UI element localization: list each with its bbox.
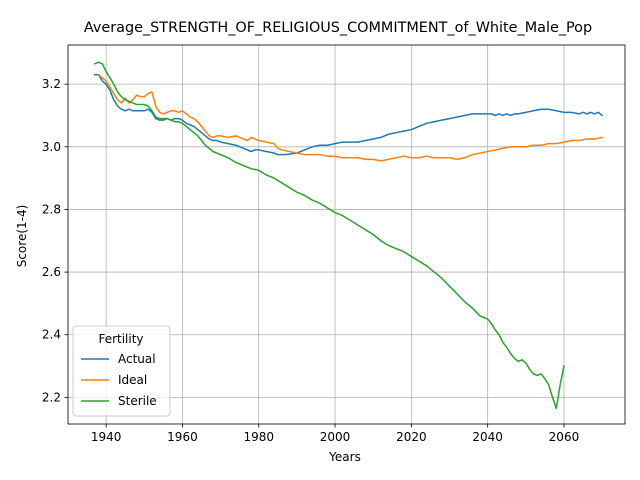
x-tick-label: 1980 — [243, 430, 274, 444]
y-tick-label: 2.6 — [42, 265, 61, 279]
legend-label-ideal: Ideal — [118, 373, 147, 387]
y-axis: 2.2 2.4 2.6 2.8 3.0 3.2 — [42, 77, 68, 404]
series-layer — [93, 61, 604, 410]
legend-entries: Actual Ideal Sterile — [81, 352, 157, 408]
legend-label-actual: Actual — [118, 352, 156, 366]
x-tick-label: 1940 — [91, 430, 122, 444]
y-tick-label: 3.2 — [42, 77, 61, 91]
y-tick-label: 3.0 — [42, 140, 61, 154]
legend-box — [72, 325, 171, 417]
chart-title: Average_STRENGTH_OF_RELIGIOUS_COMMITMENT… — [84, 20, 592, 36]
series-line-sterile — [93, 61, 565, 410]
y-tick-label: 2.8 — [42, 202, 61, 216]
legend-label-sterile: Sterile — [118, 394, 157, 408]
x-tick-label: 2020 — [396, 430, 427, 444]
y-tick-label: 2.4 — [42, 328, 61, 342]
legend: Fertility Actual Ideal Sterile — [72, 325, 171, 417]
x-axis: 1940 1960 1980 2000 2020 2040 2060 — [91, 424, 579, 444]
x-axis-label: Years — [328, 450, 361, 464]
plot-frame — [67, 44, 626, 425]
x-tick-label: 2060 — [549, 430, 580, 444]
legend-title: Fertility — [98, 332, 143, 346]
x-tick-label: 2000 — [320, 430, 351, 444]
series-line-ideal — [97, 73, 603, 162]
series-line-actual — [93, 74, 604, 156]
x-tick-label: 1960 — [167, 430, 198, 444]
x-tick-label: 2040 — [472, 430, 503, 444]
y-tick-label: 2.2 — [42, 390, 61, 404]
y-axis-label: Score(1-4) — [15, 205, 29, 268]
